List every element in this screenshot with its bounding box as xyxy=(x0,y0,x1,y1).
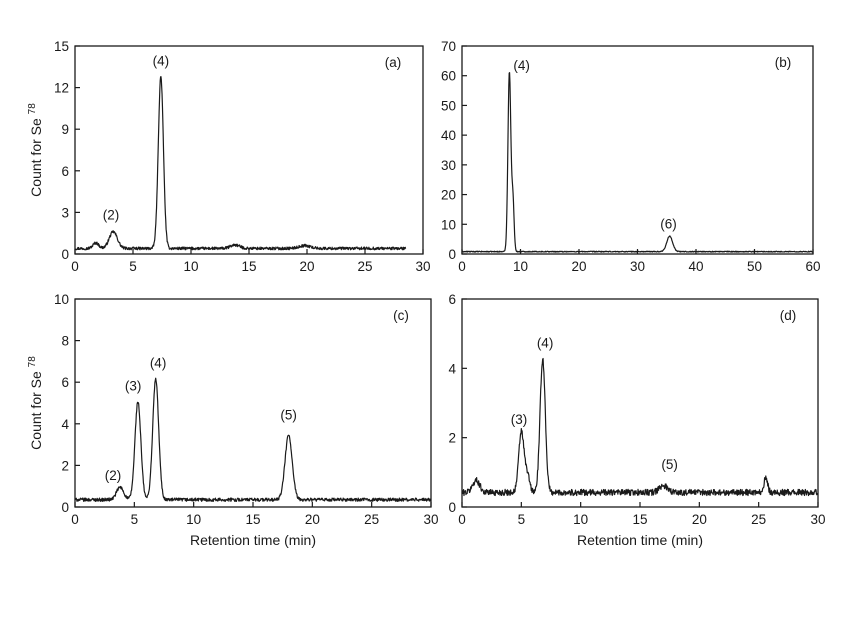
x-tick-label: 10 xyxy=(183,259,198,274)
panel-label: (b) xyxy=(775,55,792,70)
x-tick-label: 0 xyxy=(71,512,79,527)
x-tick-label: 50 xyxy=(747,259,762,274)
peak-label: (4) xyxy=(537,336,554,351)
x-tick-label: 30 xyxy=(630,259,645,274)
peak-label: (5) xyxy=(280,408,297,423)
x-tick-label: 40 xyxy=(688,259,703,274)
y-tick-label: 30 xyxy=(441,158,456,173)
y-tick-label: 8 xyxy=(61,334,69,349)
x-tick-label: 30 xyxy=(415,259,430,274)
x-tick-label: 15 xyxy=(632,512,647,527)
panel-label: (a) xyxy=(385,55,402,70)
chart-panel: 0 5 10 15 20 25 30 0 2 4 6 (d) (3) (4) (5) Retention ti… xyxy=(448,292,825,548)
chromatogram-trace xyxy=(74,377,432,502)
x-tick-label: 20 xyxy=(305,512,320,527)
chart-panel: 0 5 10 15 20 25 30 0 2 4 6 8 10 (c) (2) (3) (4) (5) Count … xyxy=(27,292,439,548)
x-tick-label: 25 xyxy=(364,512,379,527)
y-tick-label: 6 xyxy=(448,292,456,307)
y-axis-label: Count for Se 78 xyxy=(27,356,44,450)
peak-label: (6) xyxy=(660,217,677,232)
y-axis-label-superscript: 78 xyxy=(27,103,38,115)
y-axis-label: Count for Se 78 xyxy=(27,103,44,197)
x-tick-label: 25 xyxy=(751,512,766,527)
chromatogram-trace xyxy=(461,72,814,253)
y-tick-label: 60 xyxy=(441,69,456,84)
y-tick-label: 9 xyxy=(61,122,69,137)
x-axis-label: Retention time (min) xyxy=(577,532,703,548)
y-tick-label: 12 xyxy=(54,81,69,96)
y-tick-label: 6 xyxy=(61,375,69,390)
x-tick-label: 0 xyxy=(458,259,466,274)
x-tick-label: 20 xyxy=(692,512,707,527)
peak-label: (2) xyxy=(105,468,122,483)
x-tick-label: 15 xyxy=(241,259,256,274)
y-tick-label: 20 xyxy=(441,188,456,203)
x-tick-label: 20 xyxy=(299,259,314,274)
y-tick-label: 15 xyxy=(54,39,69,54)
x-tick-label: 10 xyxy=(186,512,201,527)
peak-label: (4) xyxy=(513,58,530,73)
x-tick-label: 0 xyxy=(458,512,466,527)
x-tick-label: 0 xyxy=(71,259,79,274)
y-tick-label: 0 xyxy=(61,500,69,515)
x-tick-label: 25 xyxy=(357,259,372,274)
chromatogram-trace xyxy=(74,76,407,251)
y-axis-label-superscript: 78 xyxy=(27,356,38,368)
chromatogram-trace xyxy=(461,357,819,497)
y-tick-label: 2 xyxy=(61,458,69,473)
y-tick-label: 0 xyxy=(61,247,69,262)
y-tick-label: 10 xyxy=(54,292,69,307)
plot-frame xyxy=(74,298,432,508)
x-tick-label: 10 xyxy=(573,512,588,527)
x-tick-label: 30 xyxy=(810,512,825,527)
chart-panel: 0 10 20 30 40 50 60 0 10 20 30 40 50 60 70 (b) (4) (6) xyxy=(441,39,821,274)
x-tick-label: 60 xyxy=(805,259,820,274)
peak-label: (4) xyxy=(153,53,170,68)
x-tick-label: 5 xyxy=(129,259,137,274)
peak-label: (3) xyxy=(125,379,142,394)
x-tick-label: 10 xyxy=(513,259,528,274)
x-axis-label: Retention time (min) xyxy=(190,532,316,548)
panel-label: (c) xyxy=(393,308,409,323)
y-tick-label: 0 xyxy=(448,247,456,262)
peak-label: (2) xyxy=(103,207,120,222)
x-tick-label: 20 xyxy=(571,259,586,274)
y-tick-label: 6 xyxy=(61,164,69,179)
y-tick-label: 4 xyxy=(61,417,69,432)
x-tick-label: 5 xyxy=(518,512,526,527)
y-tick-label: 70 xyxy=(441,39,456,54)
y-tick-label: 40 xyxy=(441,128,456,143)
y-tick-label: 10 xyxy=(441,217,456,232)
x-tick-label: 30 xyxy=(423,512,438,527)
peak-label: (4) xyxy=(150,356,167,371)
y-tick-label: 0 xyxy=(448,500,456,515)
x-tick-label: 15 xyxy=(245,512,260,527)
peak-label: (3) xyxy=(511,412,528,427)
y-tick-label: 3 xyxy=(61,205,69,220)
peak-label: (5) xyxy=(661,457,678,472)
y-tick-label: 2 xyxy=(448,431,456,446)
plot-frame xyxy=(74,45,424,255)
chart-panel: 0 5 10 15 20 25 30 0 3 6 9 12 15 (a) (2) (4) Count for S… xyxy=(27,39,431,274)
x-tick-label: 5 xyxy=(131,512,139,527)
y-tick-label: 4 xyxy=(448,361,456,376)
y-tick-label: 50 xyxy=(441,98,456,113)
panel-label: (d) xyxy=(780,308,797,323)
plot-frame xyxy=(461,298,819,508)
